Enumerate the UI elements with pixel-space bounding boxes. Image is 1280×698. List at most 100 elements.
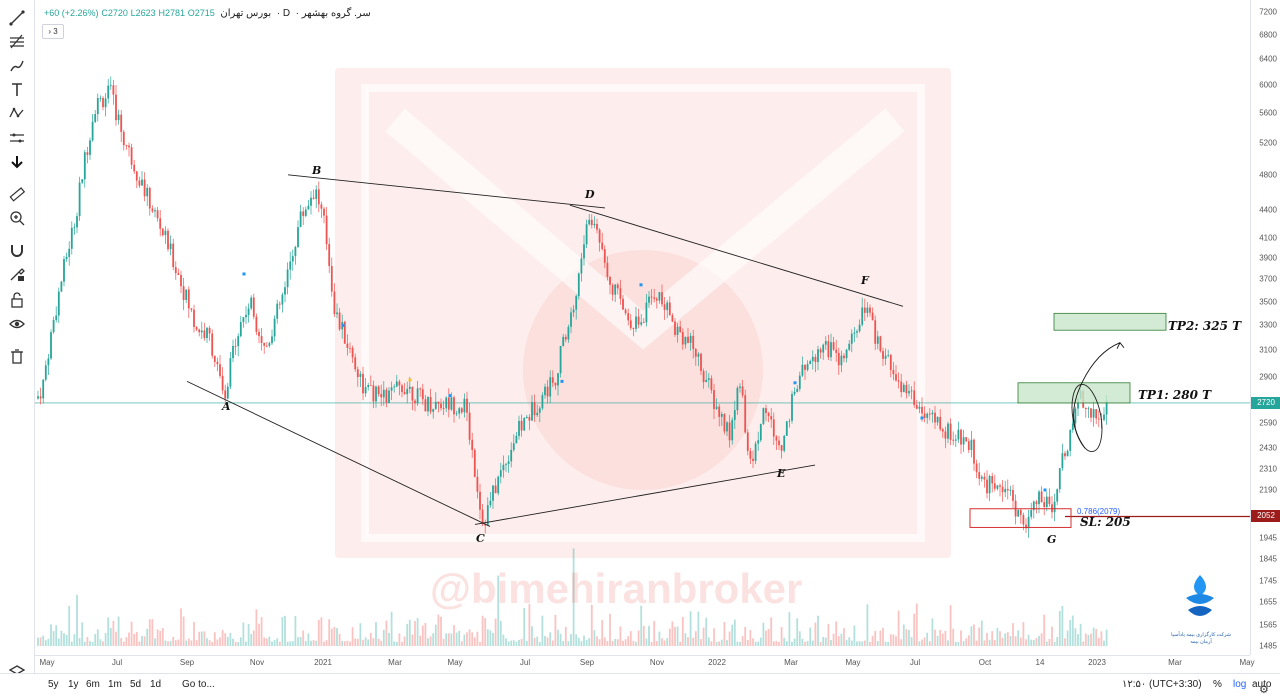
zoom-icon[interactable] xyxy=(7,208,27,228)
chart-canvas[interactable] xyxy=(35,0,1250,655)
volume-bar xyxy=(68,606,71,646)
price-tick-label: 1945 xyxy=(1259,533,1277,543)
candle-body xyxy=(674,321,676,335)
volume-bar xyxy=(705,617,708,646)
volume-bar xyxy=(635,641,637,646)
volume-bar xyxy=(918,641,921,646)
collapse-count: 3 xyxy=(53,27,58,36)
volume-bar xyxy=(424,623,427,646)
volume-bar xyxy=(216,639,219,646)
candle-body xyxy=(931,412,934,415)
candle-body xyxy=(258,331,260,337)
volume-bar xyxy=(614,639,617,646)
volume-bar xyxy=(830,640,832,646)
price-chart[interactable] xyxy=(35,0,1250,655)
lock-icon[interactable] xyxy=(7,290,27,310)
candle-body xyxy=(694,348,697,357)
ruler-icon[interactable] xyxy=(7,184,27,204)
candle-body xyxy=(172,243,175,268)
volume-bar xyxy=(928,641,931,646)
legend-symbol[interactable]: سر. گروه بهشهر xyxy=(301,8,371,19)
eye-icon[interactable] xyxy=(7,314,27,334)
candle-body xyxy=(1038,491,1040,505)
volume-bar xyxy=(372,638,375,646)
trend-line-icon[interactable] xyxy=(7,8,27,28)
candle-body xyxy=(39,396,42,399)
goto-button[interactable]: Go to... xyxy=(182,679,215,690)
candle-body xyxy=(1092,409,1095,418)
percent-toggle[interactable]: % xyxy=(1213,679,1222,690)
candle-body xyxy=(208,327,211,334)
volume-bar xyxy=(492,633,494,646)
volume-bar xyxy=(78,638,81,646)
candle-body xyxy=(895,374,897,381)
settings-gear-icon[interactable]: ⚙ xyxy=(1259,684,1269,696)
candle-body xyxy=(416,388,419,404)
brush-icon[interactable] xyxy=(7,56,27,76)
time-axis[interactable]: May Jul Sep Nov 2021 Mar May Jul Sep Nov 2022 Mar Ma… xyxy=(35,655,1255,670)
volume-bar xyxy=(336,628,338,646)
volume-bar xyxy=(1043,614,1046,646)
candle-body xyxy=(476,476,479,492)
volume-bar xyxy=(388,633,390,646)
pattern-icon[interactable] xyxy=(7,104,27,124)
range-1d-button[interactable]: 1d xyxy=(150,679,162,690)
volume-bar xyxy=(94,634,97,646)
auto-toggle[interactable]: auto xyxy=(1252,679,1272,690)
candle-body xyxy=(255,316,258,332)
range-1y-button[interactable]: 1y xyxy=(68,679,79,690)
candle-body xyxy=(442,408,445,409)
volume-bar xyxy=(507,641,510,646)
trendline-c-e xyxy=(474,464,816,525)
volume-bar xyxy=(889,634,892,646)
time-tick-label: May xyxy=(1239,658,1255,667)
candle-body xyxy=(746,432,749,451)
fib-tool-icon[interactable] xyxy=(7,32,27,52)
volume-bar xyxy=(42,635,45,646)
volume-bar xyxy=(926,632,929,646)
candle-body xyxy=(879,336,882,352)
volume-bar xyxy=(427,638,429,646)
candle-body xyxy=(650,296,653,298)
candle-body xyxy=(1009,489,1012,491)
candle-body xyxy=(962,437,965,445)
volume-bar xyxy=(515,641,518,646)
volume-bar xyxy=(840,633,843,646)
volume-bar xyxy=(476,631,479,646)
candle-body xyxy=(502,464,505,471)
arrow-down-icon[interactable] xyxy=(7,152,27,172)
log-toggle[interactable]: log xyxy=(1233,679,1247,690)
range-5d-button[interactable]: 5d xyxy=(130,679,142,690)
lock-drawing-icon[interactable] xyxy=(7,264,27,284)
forecast-icon[interactable] xyxy=(7,128,27,148)
volume-bar xyxy=(658,631,661,646)
point-e-label: E xyxy=(777,467,786,480)
candle-body xyxy=(562,336,565,346)
volume-bar xyxy=(957,641,960,646)
volume-bar xyxy=(817,615,819,646)
candle-body xyxy=(871,312,874,321)
candle-body xyxy=(421,389,424,400)
price-axis[interactable]: 7200 6800 6400 6000 5600 5200 4800 4400 4100 3900… xyxy=(1250,0,1280,655)
magnet-icon[interactable] xyxy=(7,240,27,260)
volume-bar xyxy=(609,613,611,646)
volume-bar xyxy=(273,640,276,646)
event-marker xyxy=(560,379,564,383)
candle-body xyxy=(577,273,580,297)
candle-body xyxy=(182,286,185,301)
legend-collapse-button[interactable]: › 3 xyxy=(42,24,64,39)
volume-bar xyxy=(1032,639,1035,646)
candle-body xyxy=(232,345,234,359)
candle-body xyxy=(447,397,450,410)
watermark-chevron xyxy=(385,108,905,350)
volume-bar xyxy=(362,639,364,646)
trash-icon[interactable] xyxy=(7,346,27,366)
volume-bar xyxy=(312,640,315,646)
candle-body xyxy=(557,373,559,386)
range-1m-button[interactable]: 1m xyxy=(108,679,122,690)
range-6m-button[interactable]: 6m xyxy=(86,679,100,690)
candle-body xyxy=(385,389,388,403)
timezone-label[interactable]: ۱۲:۵۰ (UTC+3:30) xyxy=(1122,679,1202,690)
range-5y-button[interactable]: 5y xyxy=(48,679,59,690)
text-icon[interactable] xyxy=(7,80,27,100)
